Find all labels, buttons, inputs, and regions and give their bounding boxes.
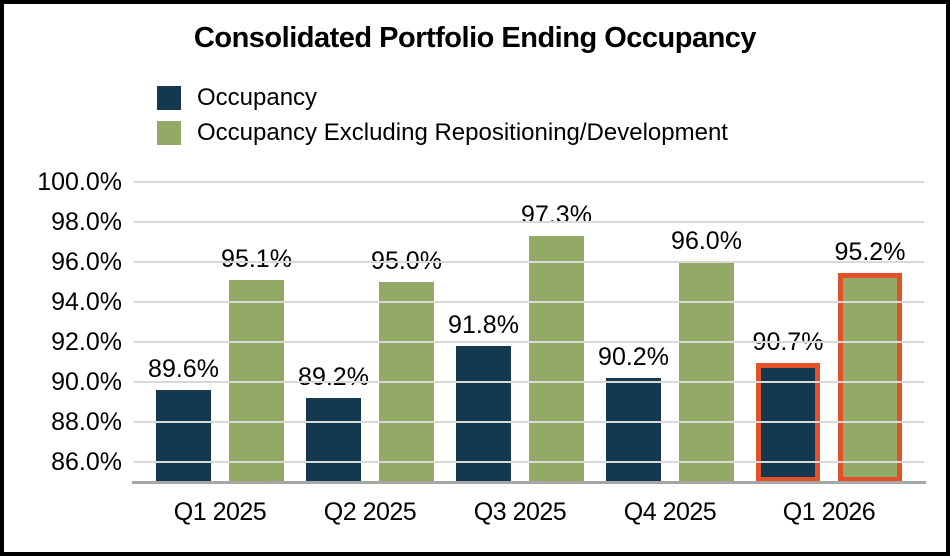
bar-group: 90.7% 95.2% [753, 238, 905, 482]
bar-value-label: 89.2% [298, 363, 369, 391]
bar-value-label: 96.0% [671, 227, 742, 255]
bar-value-label: 89.6% [148, 355, 219, 383]
y-axis-tick-label: 90.0% [51, 368, 122, 396]
gridline [134, 181, 924, 183]
x-axis-tick-label: Q4 2025 [623, 498, 717, 526]
y-axis-tick-label: 86.0% [51, 448, 122, 476]
chart-title: Consolidated Portfolio Ending Occupancy [193, 22, 757, 54]
bar-wrap: 95.2% [835, 238, 905, 482]
gridline [134, 341, 924, 343]
x-axis-line [132, 481, 926, 484]
x-axis-tick-label: Q3 2025 [473, 498, 567, 526]
y-axis-tick-label: 96.0% [51, 248, 122, 276]
y-axis-tick-label: 88.0% [51, 408, 122, 436]
legend-swatch-occupancy-excluding-icon [157, 121, 181, 145]
bar-wrap: 89.6% [148, 355, 219, 482]
bar-value-label: 97.3% [521, 201, 592, 229]
gridline [134, 301, 924, 303]
bar [456, 346, 511, 482]
bar-wrap: 90.2% [598, 343, 669, 482]
legend-label-occupancy: Occupancy [197, 84, 318, 111]
bar [306, 398, 361, 482]
legend-label-occupancy-excluding: Occupancy Excluding Repositioning/Develo… [197, 119, 728, 146]
x-axis-tick-label: Q1 2026 [782, 498, 876, 526]
y-axis-tick-label: 94.0% [51, 288, 122, 316]
gridline [134, 421, 924, 423]
bar [529, 236, 584, 482]
bar-group: 90.2% 96.0% [598, 227, 742, 482]
bar-wrap: 97.3% [521, 201, 592, 482]
x-axis-tick-label: Q2 2025 [323, 498, 417, 526]
y-axis-tick-label: 98.0% [51, 208, 122, 236]
bar [606, 378, 661, 482]
y-axis-tick-label: 92.0% [51, 328, 122, 356]
bar-wrap: 96.0% [671, 227, 742, 482]
bar-value-label: 95.1% [221, 245, 292, 273]
bar [679, 262, 734, 482]
bar [156, 390, 211, 482]
legend-item-occupancy: Occupancy [157, 84, 728, 112]
bar-group: 91.8% 97.3% [448, 201, 592, 482]
bar-value-label: 90.2% [598, 343, 669, 371]
plot-area: 89.6% 95.1% 89.2% 95.0% 91.8% 97.3% 90.2% 96.0%… [134, 181, 924, 482]
y-axis-tick-label: 100.0% [37, 168, 122, 196]
legend-item-occupancy-excluding: Occupancy Excluding Repositioning/Develo… [157, 119, 728, 147]
bar-value-label: 91.8% [448, 311, 519, 339]
bars-row: 89.6% 95.1% 89.2% 95.0% 91.8% 97.3% 90.2% 96.0%… [134, 182, 924, 482]
bar [838, 273, 902, 482]
bar-wrap: 91.8% [448, 311, 519, 482]
bar-wrap: 89.2% [298, 363, 369, 482]
legend-swatch-occupancy-icon [157, 86, 181, 110]
gridline [134, 381, 924, 383]
gridline [134, 221, 924, 223]
x-axis: Q1 2025 Q2 2025 Q3 2025 Q4 2025 Q1 2026 [134, 498, 924, 527]
y-axis: 86.0% 88.0% 90.0% 92.0% 94.0% 96.0% 98.0% 100.0… [4, 168, 122, 482]
x-axis-tick-label: Q1 2025 [173, 498, 267, 526]
legend: Occupancy Occupancy Excluding Reposition… [157, 84, 728, 154]
gridline [134, 461, 924, 463]
gridline [134, 261, 924, 263]
